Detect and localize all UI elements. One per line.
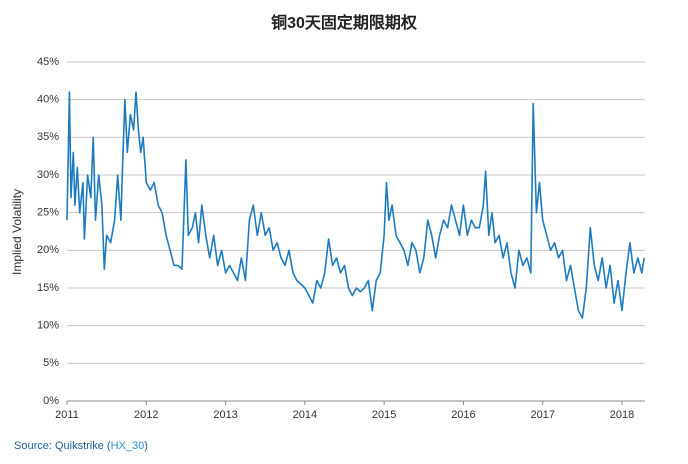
source-prefix: Source: Quikstrike ( — [14, 440, 111, 452]
y-tick-label: 40% — [37, 94, 59, 106]
source-link: HX_30 — [111, 440, 145, 452]
x-tick-label: 2013 — [213, 409, 237, 421]
y-tick-label: 30% — [37, 169, 59, 181]
y-tick-label: 20% — [37, 244, 59, 256]
y-tick-label: 45% — [37, 56, 59, 68]
y-tick-label: 5% — [43, 357, 59, 369]
x-tick-label: 2012 — [134, 409, 158, 421]
y-tick-label: 0% — [43, 395, 59, 407]
x-tick-label: 2018 — [610, 409, 634, 421]
y-axis-label: Implied Volatility — [10, 189, 24, 275]
x-tick-label: 2017 — [530, 409, 554, 421]
chart-title: 铜30天固定期限期权 — [271, 13, 418, 32]
y-tick-label: 15% — [37, 282, 59, 294]
series-line — [66, 91, 645, 319]
y-tick-label: 25% — [37, 207, 59, 219]
y-tick-label: 35% — [37, 131, 59, 143]
x-tick-label: 2015 — [372, 409, 396, 421]
source: Source: Quikstrike (HX_30) — [14, 440, 148, 452]
x-tick-label: 2014 — [293, 409, 317, 421]
x-tick-label: 2016 — [451, 409, 475, 421]
x-tick-label: 2011 — [55, 409, 79, 421]
y-tick-label: 10% — [37, 320, 59, 332]
source-suffix: ) — [144, 440, 148, 452]
